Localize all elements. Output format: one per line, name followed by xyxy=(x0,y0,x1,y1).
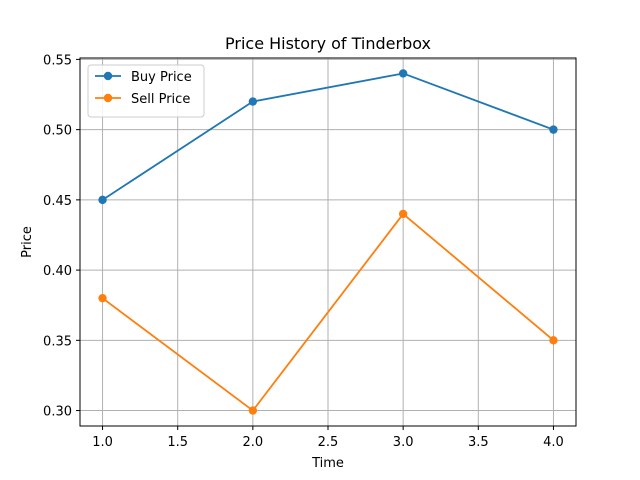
x-tick-label: 1.0 xyxy=(92,435,113,450)
sell-price-line xyxy=(102,213,555,412)
buy-price-point xyxy=(248,97,258,106)
y-ticks: 0.30 0.35 0.40 0.45 0.50 0.55 xyxy=(43,53,80,420)
grid xyxy=(80,58,576,426)
sell-price-point xyxy=(98,293,107,303)
buy-price-point xyxy=(549,125,558,134)
sell-price-point xyxy=(398,209,408,219)
x-tick-label: 4.0 xyxy=(543,435,564,450)
x-tick-label: 3.0 xyxy=(393,435,414,450)
legend-buy-price-marker xyxy=(103,71,113,81)
legend-box xyxy=(87,64,205,118)
sell-price-point xyxy=(248,406,258,415)
x-axis-label: Time xyxy=(311,456,344,471)
legend-sell-price-marker xyxy=(103,93,113,103)
legend-buy-price-label: Buy Price xyxy=(131,70,192,85)
chart-title: Price History of Tinderbox xyxy=(225,34,431,53)
y-tick-label: 0.45 xyxy=(43,194,72,209)
y-tick-label: 0.30 xyxy=(43,405,72,420)
buy-price-point xyxy=(398,69,408,78)
y-tick-label: 0.35 xyxy=(43,334,72,349)
buy-price-point xyxy=(98,195,107,205)
y-tick-label: 0.40 xyxy=(43,264,72,279)
legend-sell-price-label: Sell Price xyxy=(131,92,190,107)
x-tick-label: 2.5 xyxy=(318,435,339,450)
y-tick-label: 0.50 xyxy=(43,124,72,139)
buy-price-line xyxy=(102,72,554,201)
series-layer xyxy=(98,69,558,415)
legend: Buy Price Sell Price xyxy=(87,64,205,118)
x-tick-label: 2.0 xyxy=(243,435,264,450)
y-axis-label: Price xyxy=(20,226,35,258)
x-tick-label: 3.5 xyxy=(468,435,489,450)
x-ticks: 1.0 1.5 2.0 2.5 3.0 3.5 4.0 xyxy=(92,426,564,450)
y-tick-label: 0.55 xyxy=(43,53,72,68)
x-tick-label: 1.5 xyxy=(167,435,188,450)
sell-price-point xyxy=(549,336,558,345)
